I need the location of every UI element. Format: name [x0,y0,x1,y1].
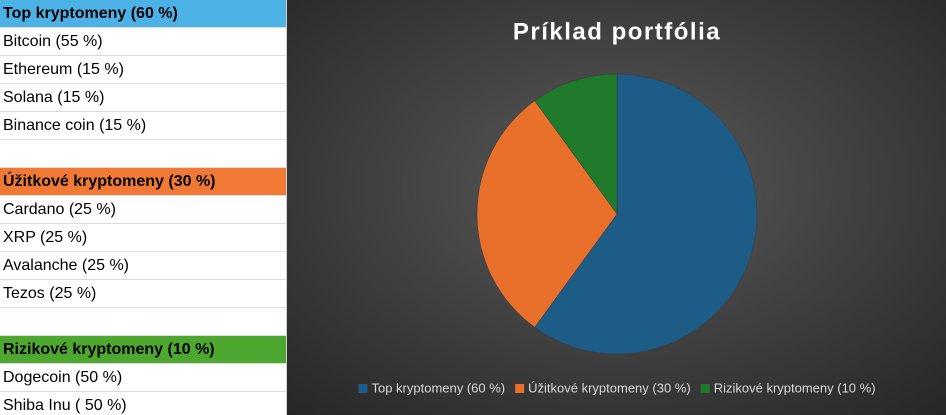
legend-swatch [358,384,368,393]
row-item: Avalanche (25 %) [0,252,286,280]
pie-slice [534,73,618,215]
legend-label: Top kryptomeny (60 %) [371,380,505,395]
empty-row [0,140,286,168]
group-header: Úžitkové kryptomeny (30 %) [0,168,286,196]
legend-swatch [700,384,710,393]
legend-swatch [515,384,525,393]
chart: Príklad portfólia Top kryptomeny (60 %) Ú… [287,0,946,415]
group-header: Top kryptomeny (60 %) [0,0,286,28]
chart-title: Príklad portfólia [513,18,721,45]
spreadsheet: Top kryptomeny (60 %) Bitcoin (55 %) Ether… [0,0,287,415]
legend-label: Úžitkové kryptomeny (30 %) [528,380,691,395]
group-header: Rizikové kryptomeny (10 %) [0,336,286,364]
row-item: Ethereum (15 %) [0,56,286,84]
legend-label: Rizikové kryptomeny (10 %) [714,380,876,395]
row-item: Binance coin (15 %) [0,112,286,140]
row-item: Tezos (25 %) [0,280,286,308]
row-item: Bitcoin (55 %) [0,28,286,56]
empty-row [0,308,286,336]
row-item: Dogecoin (50 %) [0,364,286,392]
pie-slice [476,100,618,328]
row-item: Shiba Inu ( 50 %) [0,392,286,415]
row-item: Cardano (25 %) [0,196,286,224]
row-item: Solana (15 %) [0,84,286,112]
pie-slice [534,73,758,355]
row-item: XRP (25 %) [0,224,286,252]
